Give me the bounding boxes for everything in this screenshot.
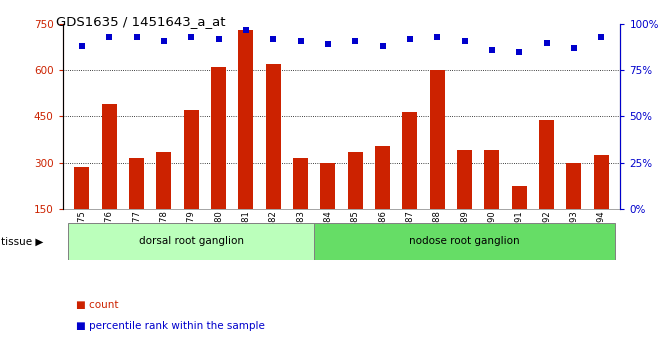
Point [541, 40, 552, 45]
Point [186, 34, 197, 40]
Point [131, 34, 142, 40]
Bar [457, 150, 472, 209]
Text: GDS1635 / 1451643_a_at: GDS1635 / 1451643_a_at [56, 16, 226, 29]
Point [596, 34, 607, 40]
Bar [566, 162, 581, 209]
Bar [238, 30, 253, 209]
Bar [211, 67, 226, 209]
Point [432, 34, 442, 40]
Text: ■ count: ■ count [76, 300, 118, 310]
Bar [266, 64, 280, 209]
Point [241, 27, 251, 32]
Bar [320, 162, 335, 209]
Point [295, 38, 306, 43]
Bar [430, 70, 445, 209]
Bar [403, 112, 417, 209]
Bar [75, 167, 89, 209]
Bar [484, 150, 500, 209]
Bar [348, 152, 363, 209]
Point [213, 36, 224, 42]
Bar [156, 152, 172, 209]
Point [268, 36, 279, 42]
Bar [314, 223, 615, 260]
Text: dorsal root ganglion: dorsal root ganglion [139, 237, 244, 246]
Point [405, 36, 415, 42]
Bar [102, 104, 117, 209]
Bar [129, 158, 144, 209]
Bar [539, 119, 554, 209]
Bar [375, 146, 390, 209]
Text: tissue ▶: tissue ▶ [1, 237, 44, 246]
Point [350, 38, 360, 43]
Bar [512, 186, 527, 209]
Point [104, 34, 114, 40]
Point [323, 42, 333, 47]
Text: ■ percentile rank within the sample: ■ percentile rank within the sample [76, 321, 265, 331]
Bar [68, 223, 314, 260]
Point [158, 38, 169, 43]
Bar [293, 158, 308, 209]
Point [459, 38, 470, 43]
Point [569, 46, 579, 51]
Bar [183, 110, 199, 209]
Point [77, 43, 87, 49]
Bar [594, 155, 609, 209]
Point [378, 43, 388, 49]
Text: nodose root ganglion: nodose root ganglion [409, 237, 520, 246]
Point [486, 47, 497, 53]
Point [514, 49, 525, 55]
